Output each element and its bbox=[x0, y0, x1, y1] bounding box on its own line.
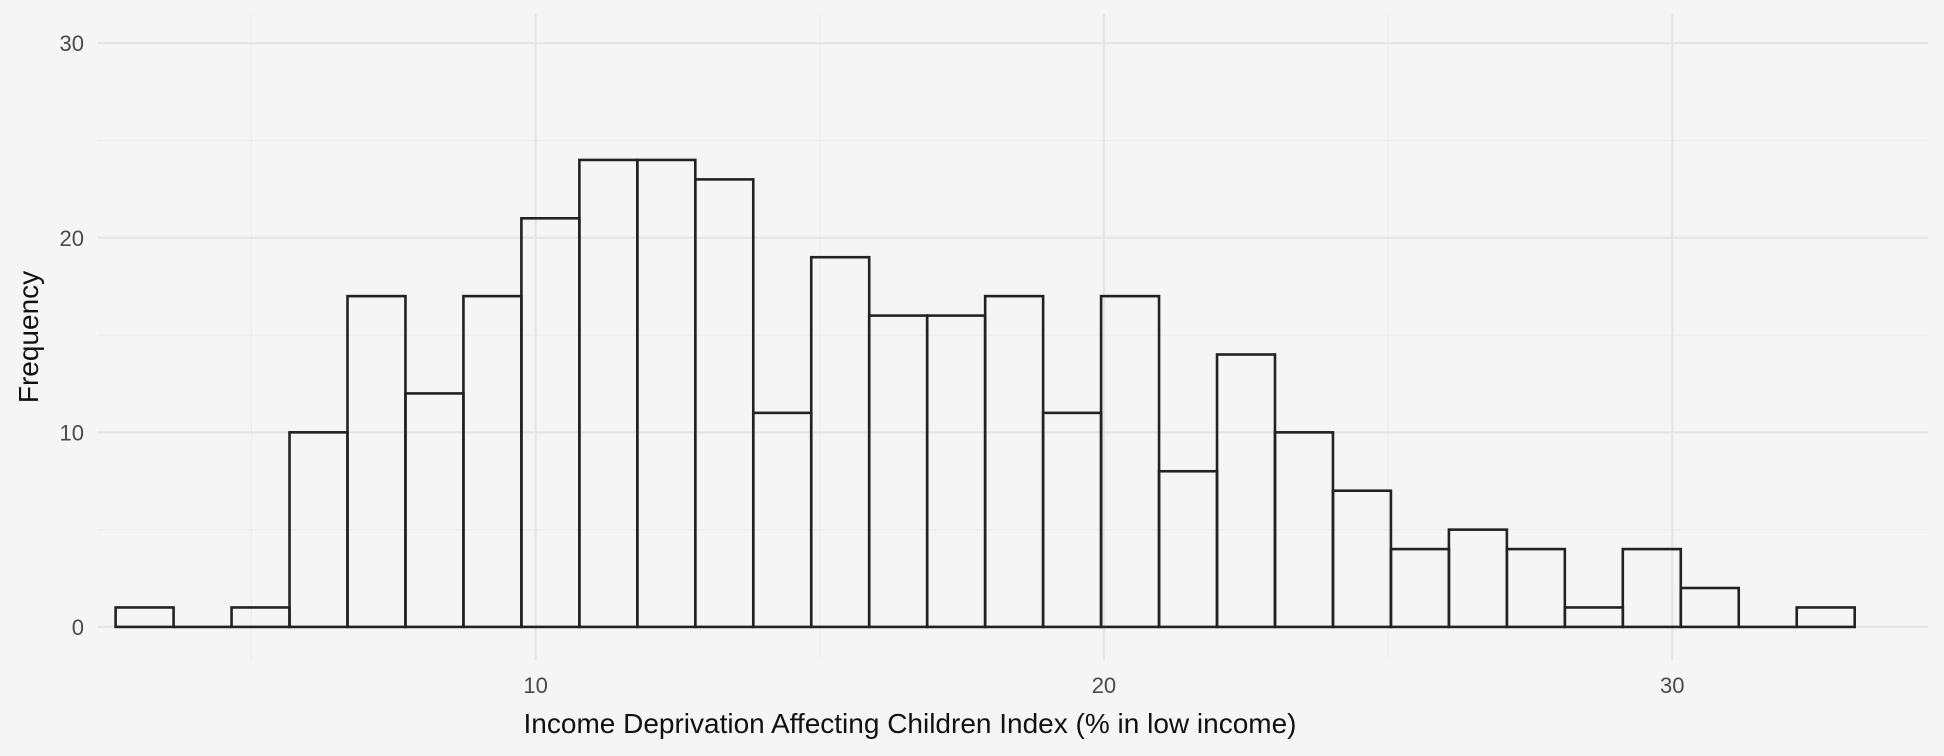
histogram-bar bbox=[636, 158, 697, 629]
histogram-bars bbox=[114, 158, 1856, 629]
histogram-bar bbox=[1447, 528, 1509, 629]
histogram-bar bbox=[462, 294, 523, 629]
histogram-bar bbox=[346, 294, 407, 629]
x-axis-title: Income Deprivation Affecting Children In… bbox=[524, 708, 1297, 739]
histogram-bar bbox=[1215, 353, 1277, 629]
histogram-bar bbox=[1679, 586, 1741, 629]
y-axis-title: Frequency bbox=[13, 271, 44, 403]
histogram-bar bbox=[1389, 547, 1451, 629]
x-tick-label: 30 bbox=[1660, 673, 1684, 698]
grid-lines bbox=[98, 14, 1928, 660]
histogram-bar bbox=[1505, 547, 1567, 629]
histogram-bar bbox=[230, 606, 291, 629]
x-tick-label: 20 bbox=[1092, 673, 1116, 698]
x-tick-label: 10 bbox=[523, 673, 547, 698]
histogram-bar bbox=[1563, 606, 1625, 629]
histogram-bar bbox=[751, 411, 813, 629]
histogram-bar bbox=[1331, 489, 1393, 629]
tick-labels: 0 10 20 30 10 20 30 bbox=[60, 31, 1685, 698]
histogram-bar bbox=[520, 217, 581, 629]
histogram-bar bbox=[1099, 294, 1161, 629]
histogram-bar bbox=[1041, 411, 1103, 629]
y-tick-label: 20 bbox=[60, 226, 84, 251]
y-tick-label: 0 bbox=[72, 615, 84, 640]
histogram-bar bbox=[1157, 469, 1219, 629]
histogram-bar bbox=[694, 178, 755, 629]
histogram-bar bbox=[867, 314, 929, 629]
y-tick-label: 10 bbox=[60, 420, 84, 445]
histogram-bar bbox=[1795, 606, 1856, 629]
y-tick-label: 30 bbox=[60, 31, 84, 56]
histogram-bar bbox=[114, 606, 175, 629]
histogram-bar bbox=[925, 314, 987, 629]
histogram-bar bbox=[404, 392, 465, 629]
histogram-bar bbox=[578, 158, 639, 629]
histogram-bar bbox=[983, 294, 1045, 629]
